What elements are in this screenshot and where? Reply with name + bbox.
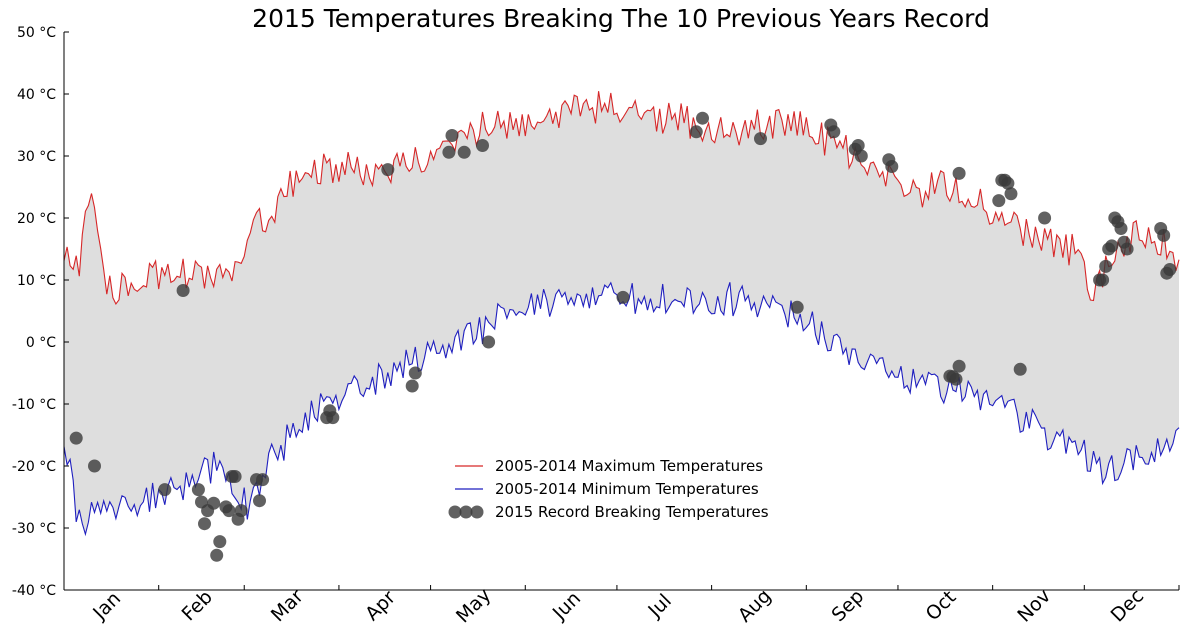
x-tick-label: Dec xyxy=(1107,585,1149,627)
y-tick-label: -30 °C xyxy=(12,521,56,537)
record-point xyxy=(1114,222,1128,235)
record-point xyxy=(482,335,496,349)
record-point xyxy=(457,145,471,159)
record-point xyxy=(1120,242,1134,256)
range-fill xyxy=(64,91,1179,535)
record-point xyxy=(854,149,868,163)
y-tick-label: 50 °C xyxy=(17,25,56,41)
record-point xyxy=(1038,211,1052,225)
record-point xyxy=(442,145,456,159)
x-tick-label: Jun xyxy=(548,587,585,624)
record-point xyxy=(198,517,211,531)
legend: 2005-2014 Maximum Temperatures 2005-2014 … xyxy=(448,457,769,521)
record-point xyxy=(476,139,489,152)
y-tick-label: -20 °C xyxy=(12,459,56,475)
record-point xyxy=(851,139,865,152)
x-tick-label: Jul xyxy=(643,590,675,622)
record-point xyxy=(69,431,83,445)
record-point xyxy=(616,290,630,304)
x-tick-label: Feb xyxy=(178,586,217,625)
record-point xyxy=(952,166,966,180)
x-tick-label: Nov xyxy=(1013,585,1055,627)
record-point xyxy=(1096,273,1110,287)
record-point xyxy=(213,535,227,549)
y-tick-label: 40 °C xyxy=(17,87,56,103)
record-point xyxy=(689,125,703,139)
record-point xyxy=(158,483,172,497)
y-tick-label: 30 °C xyxy=(17,149,56,165)
record-point xyxy=(1013,362,1027,376)
record-point xyxy=(696,111,709,125)
record-point xyxy=(326,411,340,425)
record-point xyxy=(176,284,190,297)
record-point xyxy=(405,379,419,393)
record-point xyxy=(222,504,236,518)
record-point xyxy=(1163,263,1177,276)
record-point xyxy=(1099,259,1113,273)
record-point xyxy=(790,300,804,314)
record-point xyxy=(408,366,422,380)
record-point xyxy=(210,548,224,562)
record-point xyxy=(827,125,841,139)
x-tick-label: May xyxy=(452,584,495,627)
y-tick-label: 10 °C xyxy=(17,273,56,289)
record-point xyxy=(88,459,101,473)
record-point xyxy=(207,496,221,510)
record-point xyxy=(228,470,242,483)
series-line-max xyxy=(63,91,1180,306)
legend-label: 2005-2014 Maximum Temperatures xyxy=(495,457,763,475)
record-point xyxy=(885,160,899,173)
legend-label: 2005-2014 Minimum Temperatures xyxy=(495,480,759,498)
record-points xyxy=(69,111,1177,562)
y-tick-label: -40 °C xyxy=(12,583,56,599)
record-point xyxy=(234,504,248,518)
plot-area xyxy=(63,91,1180,562)
record-point xyxy=(381,163,395,177)
record-point xyxy=(256,473,270,487)
record-point xyxy=(992,194,1006,208)
y-tick-label: -10 °C xyxy=(12,397,56,413)
record-point xyxy=(949,372,963,386)
x-tick-label: Jan xyxy=(88,588,125,625)
legend-swatch-point xyxy=(459,505,473,519)
record-point xyxy=(445,129,459,142)
x-tick-label: Sep xyxy=(827,585,868,626)
chart-title: 2015 Temperatures Breaking The 10 Previo… xyxy=(252,4,990,33)
legend-swatch-point xyxy=(470,505,484,519)
y-tick-label: 20 °C xyxy=(17,211,56,227)
record-point xyxy=(191,483,205,497)
record-point xyxy=(1157,228,1171,242)
x-tick-label: Aug xyxy=(734,585,776,627)
record-point xyxy=(253,494,266,508)
x-tick-label: Oct xyxy=(922,586,961,625)
legend-label: 2015 Record Breaking Temperatures xyxy=(495,503,769,521)
legend-swatch-point xyxy=(448,505,462,519)
record-point xyxy=(1004,187,1018,201)
record-point xyxy=(1105,239,1119,253)
y-tick-label: 0 °C xyxy=(26,335,56,351)
record-point xyxy=(1001,176,1015,190)
record-point xyxy=(754,132,767,146)
x-tick-label: Apr xyxy=(361,586,400,625)
record-point xyxy=(952,359,966,373)
x-tick-label: Mar xyxy=(267,585,308,626)
